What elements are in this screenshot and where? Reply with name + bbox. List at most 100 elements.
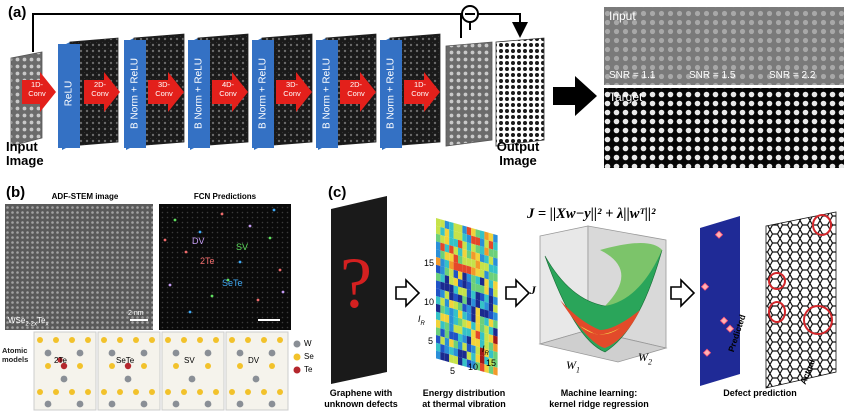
caption-graphene-line2: unknown defects (324, 399, 398, 409)
heatmap-cell (493, 366, 498, 376)
heatmap-cell (462, 311, 467, 321)
heatmap-cell (453, 246, 458, 256)
heatmap-cell (493, 327, 498, 337)
heatmap-cell (488, 349, 494, 359)
layer-label-bnorm-3: B Norm + ReLU (257, 58, 269, 129)
legend-w-dot (293, 340, 301, 348)
heatmap-cell (480, 261, 485, 271)
heatmap-cell (458, 302, 463, 312)
output-image-label: Output Image (478, 140, 558, 168)
heatmap-cell (453, 293, 458, 303)
heatmap-cell (453, 339, 458, 349)
heatmap-cell (462, 326, 467, 336)
heatmap-cell (466, 226, 472, 236)
heatmap-tick-y-5: 5 (428, 336, 434, 346)
defect-label-dv: DV (192, 236, 205, 246)
heatmap-cell (471, 344, 476, 354)
heatmap-cell (458, 278, 463, 288)
heatmap-cell (444, 345, 450, 355)
heatmap-label-y-sub: R (420, 320, 425, 327)
model-label-dv: DV (248, 356, 260, 365)
heatmap-cell (444, 251, 450, 261)
atom-lattice (37, 337, 283, 408)
surface-axis-j: J (530, 283, 536, 297)
heatmap-cell (444, 236, 450, 246)
heatmap-cell (488, 287, 494, 297)
heatmap-cell (436, 249, 441, 259)
heatmap-cell (458, 325, 463, 335)
heatmap-cell (440, 242, 445, 252)
snr-label-1: SNR = 1.1 (609, 70, 656, 81)
heatmap-cell (458, 270, 463, 280)
caption-graphene-line1: Graphene with (329, 388, 393, 398)
heatmap-cell (453, 324, 458, 334)
heatmap-cell (471, 313, 476, 323)
heatmap-cell (453, 285, 458, 295)
caption-defect-prediction: Defect prediction (723, 388, 797, 398)
model-label-sete: SeTe (116, 356, 135, 365)
heatmap-cell (436, 257, 441, 267)
heatmap-cell (480, 323, 485, 333)
heatmap-cell (449, 237, 454, 247)
heatmap-cell (484, 239, 489, 249)
heatmap-cell (453, 332, 458, 342)
heatmap-cell (453, 261, 458, 271)
caption-ml-line2: kernel ridge regression (549, 399, 649, 409)
heatmap-cell (440, 250, 445, 260)
heatmap-cell (471, 337, 476, 347)
caption-ml: Machine learning: kernel ridge regressio… (534, 388, 664, 410)
arrow-label-3: 3D-Conv (155, 80, 173, 98)
heatmap-cell (453, 238, 458, 248)
heatmap-cell (462, 287, 467, 297)
heatmap-cell (449, 299, 454, 309)
heatmap-cell (444, 306, 450, 316)
heatmap-cell (458, 341, 463, 351)
heatmap-cell (462, 233, 467, 243)
heatmap-cell (458, 231, 463, 241)
heatmap-cell (488, 310, 494, 320)
heatmap-cell (493, 241, 498, 251)
heatmap-cell (462, 256, 467, 266)
snr-label-2: SNR = 1.5 (689, 70, 736, 81)
heatmap-cell (480, 284, 485, 294)
question-mark: ? (340, 243, 372, 323)
snr-label-3: SNR = 2.2 (769, 70, 816, 81)
heatmap-cell (453, 316, 458, 326)
heatmap-cell (436, 296, 441, 306)
heatmap-cell (488, 240, 494, 250)
heatmap-cell (462, 272, 467, 282)
heatmap-cell (493, 304, 498, 314)
heatmap-cell (462, 303, 467, 313)
bnorm-bar-1 (124, 40, 146, 148)
legend-w: W (304, 339, 312, 348)
heatmap-cell (488, 271, 494, 281)
heatmap-cell (475, 338, 480, 348)
heatmap-cell (466, 328, 472, 338)
heatmap-label-y: IR (418, 314, 425, 327)
heatmap-cell (475, 291, 480, 301)
adf-stem-title: ADF-STEM image (51, 192, 119, 201)
heatmap-cell (444, 275, 450, 285)
heatmap-cell (471, 243, 476, 253)
fcn-prediction-image (159, 204, 291, 330)
heatmap-cell (436, 303, 441, 313)
panel-c-label: (c) (328, 184, 347, 201)
heatmap-cell (488, 248, 494, 258)
heatmap-cell (440, 273, 445, 283)
heatmap-cell (444, 298, 450, 308)
heatmap-cell (449, 252, 454, 262)
heatmap-cell (471, 305, 476, 315)
heatmap-cell (449, 291, 454, 301)
heatmap-cell (471, 282, 476, 292)
heatmap-cell (462, 334, 467, 344)
surface-w2-main: W (638, 350, 648, 364)
heatmap-cell (484, 293, 489, 303)
legend-te: Te (304, 365, 313, 374)
heatmap-cell (449, 268, 454, 278)
heatmap-cell (480, 245, 485, 255)
input-image-label: Input Image (6, 140, 44, 168)
heatmap-cell (449, 245, 454, 255)
pre-output-block (445, 41, 493, 147)
heatmap-cell (453, 300, 458, 310)
